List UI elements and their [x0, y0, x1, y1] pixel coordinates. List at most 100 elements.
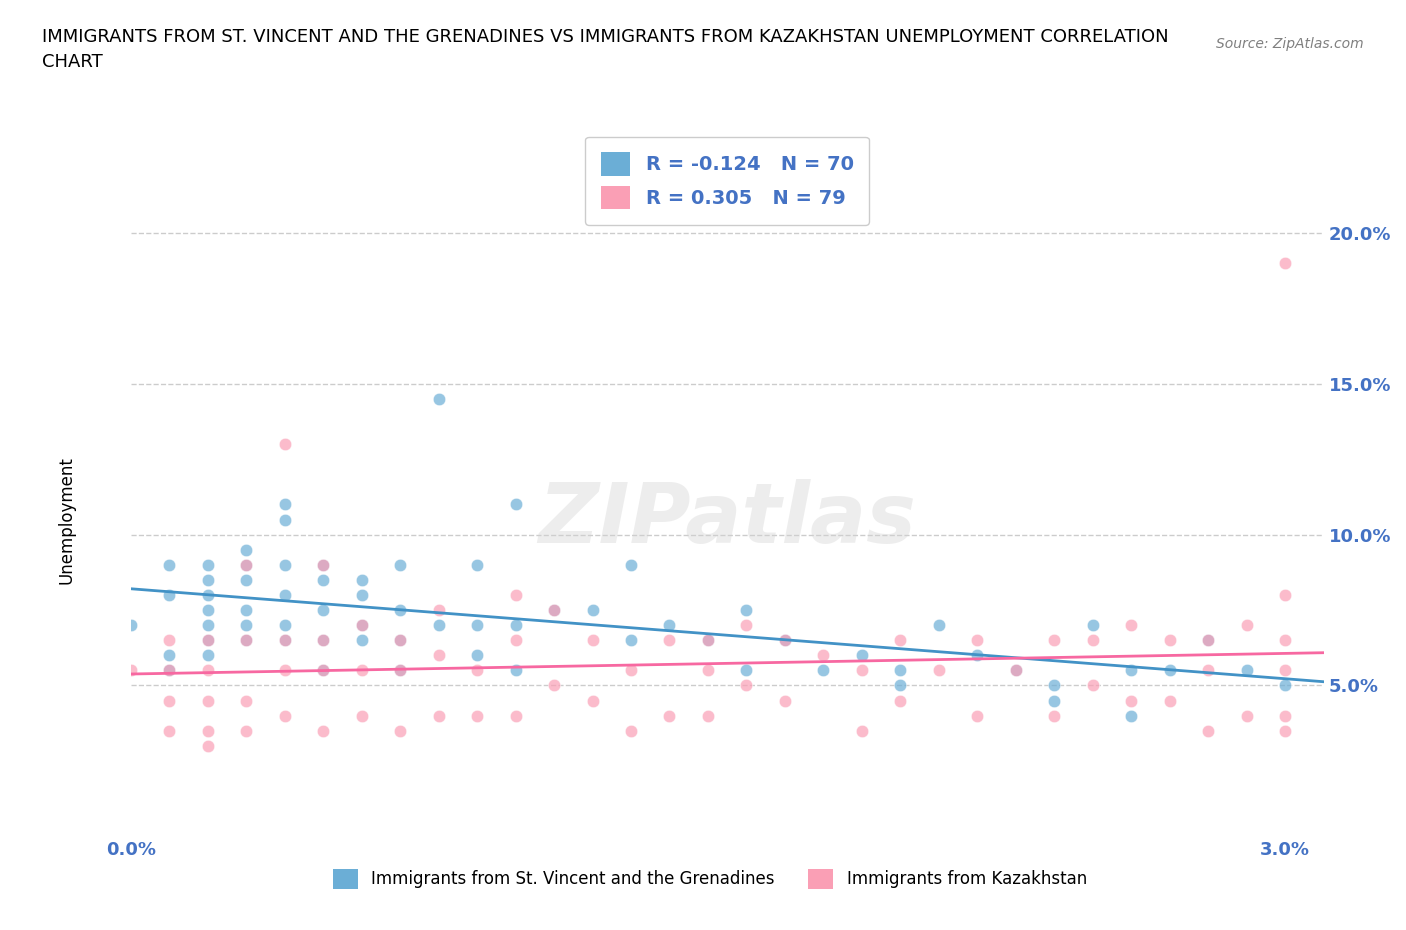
Point: [735, 678, 758, 693]
Legend: R = -0.124   N = 70, R = 0.305   N = 79: R = -0.124 N = 70, R = 0.305 N = 79: [585, 137, 869, 225]
Point: [197, 738, 219, 753]
Point: [197, 557, 219, 572]
Point: [197, 618, 219, 632]
Point: [312, 724, 335, 738]
Point: [427, 392, 450, 406]
Point: [273, 709, 295, 724]
Point: [235, 557, 257, 572]
Point: [1236, 618, 1258, 632]
Point: [581, 693, 603, 708]
Point: [543, 603, 565, 618]
Point: [465, 663, 488, 678]
Point: [1121, 709, 1143, 724]
Point: [620, 632, 643, 647]
Point: [197, 573, 219, 588]
Point: [157, 648, 180, 663]
Point: [735, 663, 758, 678]
Point: [813, 663, 835, 678]
Point: [697, 632, 720, 647]
Point: [1236, 663, 1258, 678]
Point: [157, 693, 180, 708]
Point: [1274, 663, 1296, 678]
Point: [350, 573, 373, 588]
Point: [620, 724, 643, 738]
Point: [889, 663, 911, 678]
Point: [966, 648, 988, 663]
Point: [505, 588, 527, 603]
Point: [350, 632, 373, 647]
Point: [389, 632, 412, 647]
Point: [273, 557, 295, 572]
Point: [1159, 663, 1181, 678]
Point: [120, 618, 142, 632]
Y-axis label: Unemployment: Unemployment: [58, 456, 75, 583]
Point: [427, 618, 450, 632]
Point: [505, 709, 527, 724]
Text: IMMIGRANTS FROM ST. VINCENT AND THE GRENADINES VS IMMIGRANTS FROM KAZAKHSTAN UNE: IMMIGRANTS FROM ST. VINCENT AND THE GREN…: [42, 28, 1168, 71]
Point: [273, 632, 295, 647]
Point: [1197, 724, 1219, 738]
Point: [697, 632, 720, 647]
Point: [235, 557, 257, 572]
Point: [312, 573, 335, 588]
Point: [928, 618, 950, 632]
Point: [273, 437, 295, 452]
Point: [1159, 693, 1181, 708]
Point: [312, 632, 335, 647]
Point: [389, 663, 412, 678]
Point: [312, 557, 335, 572]
Point: [312, 557, 335, 572]
Point: [350, 618, 373, 632]
Point: [1236, 709, 1258, 724]
Point: [851, 724, 873, 738]
Point: [966, 632, 988, 647]
Point: [1274, 588, 1296, 603]
Point: [197, 663, 219, 678]
Point: [197, 648, 219, 663]
Point: [427, 709, 450, 724]
Point: [427, 648, 450, 663]
Point: [620, 663, 643, 678]
Point: [889, 632, 911, 647]
Point: [1004, 663, 1026, 678]
Text: Source: ZipAtlas.com: Source: ZipAtlas.com: [1216, 37, 1364, 51]
Point: [350, 618, 373, 632]
Point: [389, 632, 412, 647]
Point: [465, 709, 488, 724]
Point: [1197, 632, 1219, 647]
Point: [658, 618, 681, 632]
Point: [312, 663, 335, 678]
Point: [1159, 632, 1181, 647]
Point: [273, 632, 295, 647]
Point: [120, 663, 142, 678]
Point: [735, 618, 758, 632]
Text: ZIPatlas: ZIPatlas: [538, 479, 917, 560]
Point: [1121, 693, 1143, 708]
Point: [966, 709, 988, 724]
Point: [157, 588, 180, 603]
Point: [581, 632, 603, 647]
Point: [197, 693, 219, 708]
Point: [427, 603, 450, 618]
Point: [273, 618, 295, 632]
Point: [813, 648, 835, 663]
Point: [197, 632, 219, 647]
Point: [1081, 678, 1104, 693]
Point: [350, 663, 373, 678]
Point: [157, 663, 180, 678]
Point: [1274, 256, 1296, 271]
Point: [505, 632, 527, 647]
Point: [157, 632, 180, 647]
Point: [389, 724, 412, 738]
Point: [773, 632, 796, 647]
Point: [312, 603, 335, 618]
Point: [505, 663, 527, 678]
Point: [157, 557, 180, 572]
Point: [1197, 663, 1219, 678]
Point: [543, 678, 565, 693]
Point: [273, 512, 295, 527]
Point: [465, 557, 488, 572]
Point: [389, 557, 412, 572]
Point: [1274, 678, 1296, 693]
Point: [505, 497, 527, 512]
